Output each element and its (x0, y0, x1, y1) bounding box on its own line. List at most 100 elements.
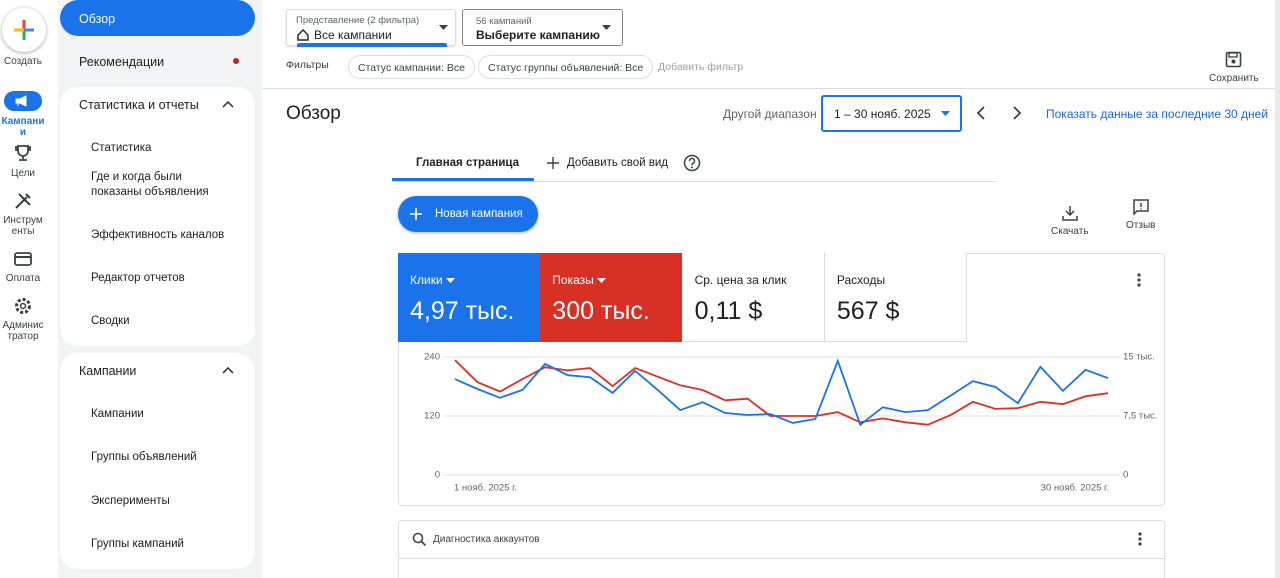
help-icon[interactable] (683, 154, 701, 172)
tab[interactable]: Добавить свой вид (567, 157, 669, 169)
metric-tile[interactable]: Клики 4,97 тыс. (398, 253, 540, 342)
rail-label[interactable]: Оплата (5, 273, 41, 284)
rail-label: Создать (3, 56, 42, 67)
icon (15, 95, 27, 107)
nav-item[interactable]: Группы объявлений (91, 451, 197, 463)
label: Представление (2 фильтра) (296, 15, 420, 26)
metric-value: 4,97 тыс. (410, 297, 515, 325)
metric-tile[interactable]: Расходы 567 $ (824, 253, 967, 342)
nav-item[interactable]: Рекомендации (79, 55, 165, 69)
tab[interactable]: Главная страница (416, 157, 520, 169)
page-title: Обзор (286, 103, 341, 124)
x-tick-label: 1 нояб. 2025 г. (454, 483, 517, 494)
caret (602, 25, 611, 30)
caret (446, 278, 455, 283)
tabs-divider (392, 181, 997, 182)
y-tick-label: 240 (424, 352, 440, 363)
x-tick-label: 30 нояб. 2025 г. (1041, 483, 1109, 494)
nav-section (60, 87, 255, 346)
metric-name: Расходы (836, 273, 886, 287)
rail-label[interactable]: Инструменты (3, 215, 43, 237)
y2-tick-label: 7,5 тыс. (1123, 411, 1157, 422)
download-icon (1062, 206, 1078, 221)
diagnostics-title: Диагностика аккаунтов (433, 534, 540, 545)
metric-value: 300 тыс. (552, 297, 650, 325)
plus-icon (14, 20, 34, 40)
home-icon (297, 29, 309, 41)
button-label: Новая кампания (435, 208, 523, 220)
plus-icon (410, 208, 422, 220)
download-label[interactable]: Скачать (1051, 226, 1089, 237)
last-30-link[interactable]: Показать данные за последние 30 дней (1046, 107, 1269, 121)
date-picker[interactable]: 1 – 30 нояб. 2025 (821, 95, 962, 132)
create-button[interactable] (2, 8, 46, 52)
filter-chip[interactable]: Статус группы объявлений: Все (478, 55, 654, 79)
date-value: 1 – 30 нояб. 2025 (834, 107, 931, 121)
nav-section-title[interactable]: Статистика и отчеты (79, 98, 199, 112)
nav-item[interactable]: Редактор отчетов (91, 272, 185, 284)
next-button[interactable] (1010, 106, 1024, 120)
nav-item[interactable]: Статистика (91, 142, 152, 154)
new-campaign-button[interactable]: Новая кампания (398, 196, 538, 232)
nav-section (60, 353, 255, 569)
metric-tile[interactable]: Показы 300 тыс. (540, 253, 683, 342)
save-icon (1225, 51, 1242, 68)
series-line (454, 359, 1109, 426)
prev-button[interactable] (974, 106, 988, 120)
metric-name: Клики (410, 273, 528, 287)
caret (439, 25, 448, 30)
more-icon[interactable] (1132, 272, 1146, 288)
y2-tick-label: 0 (1123, 470, 1128, 481)
nav-item[interactable]: Сводки (91, 315, 130, 327)
chart: 0 120 240 0 7,5 тыс. 15 тыс. 1 нояб. 2025 г. 30… (424, 352, 1157, 494)
nav-item[interactable]: Кампании (91, 408, 144, 420)
plus-icon (547, 157, 559, 169)
metric-value: 567 $ (836, 297, 900, 325)
filter-chip[interactable]: Статус кампании: Все (348, 55, 475, 79)
nav-active[interactable]: Обзор (60, 0, 255, 36)
metric-tile[interactable]: Ср. цена за клик 0,11 $ (682, 253, 825, 342)
nav-section-title[interactable]: Кампании (79, 364, 137, 378)
y2-tick-label: 15 тыс. (1123, 352, 1155, 363)
caret (941, 111, 950, 116)
nav-item[interactable]: Где и когда были показаны объявления (91, 171, 209, 198)
feedback-label[interactable]: Отзыв (1126, 220, 1156, 231)
label: 56 кампаний (476, 16, 532, 27)
divider (399, 558, 1166, 559)
rail-label[interactable]: Цели (10, 168, 36, 179)
diagnostics-card: Диагностика аккаунтов (398, 520, 1166, 578)
add-filter[interactable]: Добавить фильтр (658, 61, 744, 73)
tab-indicator (392, 178, 534, 181)
chevron[interactable] (222, 366, 234, 374)
metric-name: Ср. цена за клик (694, 273, 787, 287)
metric-name: Показы (552, 273, 670, 287)
metric-value: 0,11 $ (694, 297, 763, 325)
caret (597, 278, 607, 283)
badge (233, 58, 239, 64)
value: Выберите кампанию (476, 28, 600, 42)
card-icon (14, 252, 32, 266)
divider (262, 88, 1275, 89)
feedback-icon (1133, 199, 1149, 216)
y-tick-label: 0 (435, 470, 440, 481)
rail-label[interactable]: Администратор (2, 320, 44, 342)
rail-label[interactable]: Кампании (1, 116, 45, 138)
trophy-icon (15, 145, 31, 161)
more-icon[interactable] (1133, 531, 1147, 547)
value: Все кампании (314, 28, 392, 42)
search-icon (412, 532, 427, 547)
nav-item[interactable]: Эффективность каналов (91, 229, 225, 241)
nav-item[interactable]: Эксперименты (91, 495, 170, 507)
series-line (454, 358, 1109, 427)
y-tick-label: 120 (424, 411, 440, 422)
gear-icon (15, 298, 31, 314)
view-select[interactable]: Представление (2 фильтра) Все кампании (286, 9, 456, 47)
chevron[interactable] (222, 100, 234, 108)
nav-item[interactable]: Группы кампаний (91, 538, 184, 550)
scrollbar (1275, 0, 1280, 578)
save-label[interactable]: Сохранить (1209, 73, 1259, 84)
rail-active[interactable] (4, 91, 42, 111)
campaign-select[interactable]: 56 кампаний Выберите кампанию (462, 9, 623, 46)
filters-label: Фильтры (286, 59, 329, 71)
